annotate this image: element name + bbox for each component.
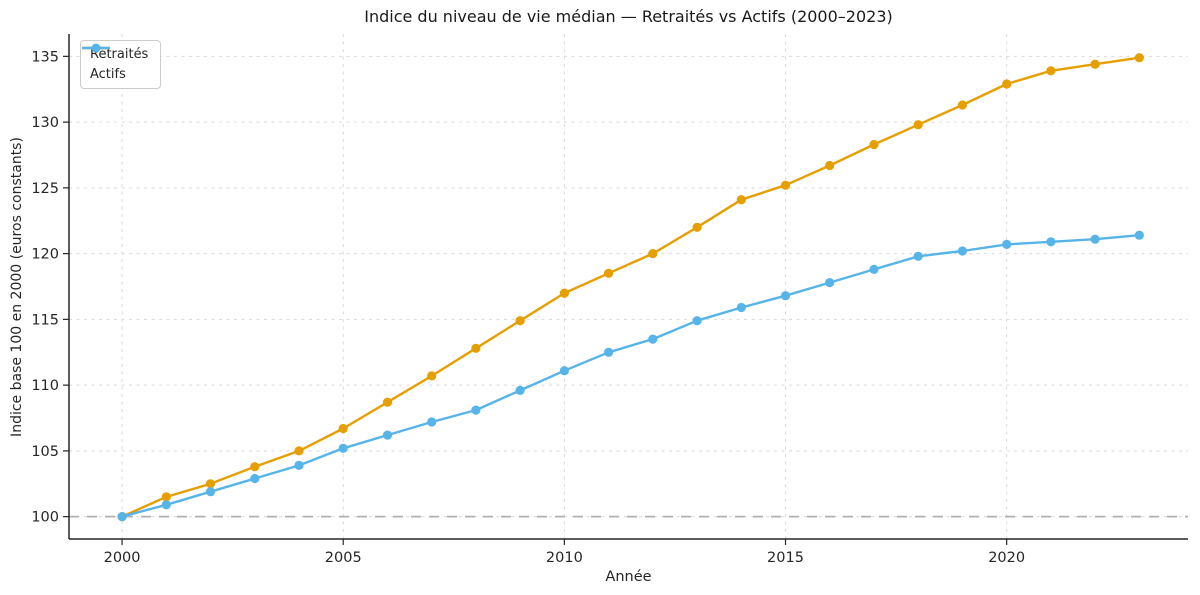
data-point: [471, 405, 481, 415]
series-line: [120, 56, 1141, 518]
data-point: [825, 278, 835, 288]
data-point: [692, 316, 702, 326]
data-point: [648, 249, 658, 259]
data-point: [250, 462, 260, 472]
data-point: [117, 511, 127, 522]
x-tick-label: 2010: [546, 550, 583, 566]
y-tick-label: 135: [31, 49, 59, 65]
chart-title: Indice du niveau de vie médian — Retrait…: [364, 7, 893, 26]
data-point: [604, 268, 614, 278]
data-point: [1134, 230, 1144, 240]
series-actifs: [117, 230, 1144, 522]
data-point: [205, 487, 216, 497]
data-point: [1090, 59, 1100, 69]
x-tick-label: 2015: [767, 550, 804, 566]
data-point: [471, 343, 481, 353]
x-tick-label: 2005: [325, 550, 362, 566]
data-point: [913, 251, 923, 261]
data-point: [161, 492, 171, 502]
legend-marker: [91, 43, 101, 53]
data-point: [382, 430, 393, 440]
series-retraites: [117, 53, 1144, 522]
data-point: [205, 479, 216, 489]
data-point: [692, 222, 702, 232]
data-point: [382, 397, 393, 407]
data-point: [957, 246, 968, 256]
data-point: [250, 473, 260, 484]
data-point: [338, 423, 348, 434]
data-point: [1002, 79, 1012, 89]
data-point: [515, 316, 525, 326]
legend-line-sample: [82, 43, 110, 53]
data-point: [957, 100, 968, 110]
series-line: [120, 233, 1141, 518]
data-point: [869, 264, 879, 274]
y-axis-label: Indice base 100 en 2000 (euros constants…: [9, 137, 25, 437]
x-tick-label: 2020: [988, 550, 1025, 566]
data-point: [338, 443, 348, 453]
data-point: [1002, 239, 1012, 249]
data-point: [604, 347, 614, 357]
legend: Retraités Actifs: [80, 40, 162, 89]
legend-label: Actifs: [90, 67, 126, 82]
y-tick-label: 130: [31, 115, 59, 131]
data-point: [648, 334, 658, 344]
y-tick-label: 120: [31, 247, 59, 263]
data-point: [559, 288, 570, 298]
data-point: [736, 195, 746, 205]
data-point: [913, 120, 923, 130]
y-tick-label: 100: [31, 510, 59, 526]
data-point: [427, 417, 437, 427]
x-tick-label: 2000: [104, 550, 141, 566]
data-point: [825, 160, 835, 171]
data-point: [780, 291, 791, 301]
legend-label: Retraités: [90, 47, 149, 62]
data-point: [1046, 66, 1056, 76]
data-point: [161, 500, 171, 510]
y-tick-label: 105: [31, 444, 59, 460]
legend-item: Actifs: [82, 43, 148, 82]
data-point: [736, 302, 746, 313]
data-point: [869, 139, 879, 150]
data-point: [515, 385, 525, 395]
data-point: [1090, 234, 1100, 244]
data-point: [294, 446, 304, 456]
data-point: [294, 460, 304, 470]
data-point: [1046, 237, 1056, 247]
data-point: [427, 371, 437, 381]
y-tick-label: 115: [31, 312, 59, 328]
data-point: [559, 366, 570, 376]
data-point: [780, 180, 791, 190]
y-tick-label: 110: [31, 378, 59, 394]
data-point: [1134, 53, 1144, 63]
y-tick-label: 125: [31, 181, 59, 197]
x-axis-label: Année: [605, 569, 651, 585]
